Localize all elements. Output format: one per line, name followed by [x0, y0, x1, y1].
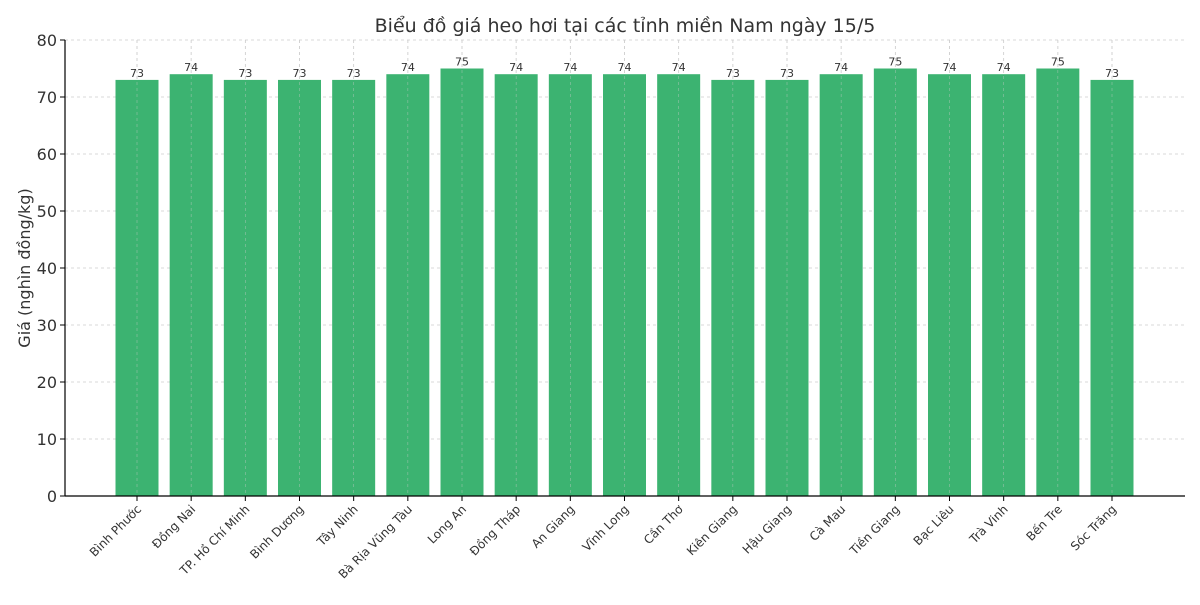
data-label: 75: [888, 56, 902, 69]
data-label: 73: [130, 67, 144, 80]
y-tick-label: 0: [47, 487, 57, 506]
x-tick-label: Đồng Tháp: [467, 502, 523, 558]
y-tick-label: 80: [37, 31, 57, 50]
chart-title: Biểu đồ giá heo hơi tại các tỉnh miền Na…: [375, 15, 876, 37]
x-tick-label: Tiền Giang: [846, 502, 902, 558]
y-tick-label: 70: [37, 88, 57, 107]
x-tick-label: Trà Vinh: [966, 502, 1011, 547]
data-label: 74: [401, 61, 415, 74]
y-axis-label: Giá (nghìn đồng/kg): [15, 188, 34, 347]
x-tick-label: Bến Tre: [1023, 502, 1064, 543]
y-tick-label: 40: [37, 259, 57, 278]
data-label: 73: [726, 67, 740, 80]
data-label: 74: [184, 61, 198, 74]
x-tick-label: Long An: [425, 502, 469, 546]
x-tick-label: Cần Thơ: [641, 502, 686, 547]
data-label: 74: [672, 61, 686, 74]
y-tick-label: 10: [37, 430, 57, 449]
data-label: 73: [780, 67, 794, 80]
data-label: 75: [455, 56, 469, 69]
data-label: 73: [293, 67, 307, 80]
data-label: 74: [834, 61, 848, 74]
x-tick-label: Đồng Nai: [149, 502, 198, 551]
x-tick-label: Cà Mau: [807, 502, 849, 544]
data-label: 74: [509, 61, 523, 74]
x-tick-label: Bình Dương: [247, 502, 306, 561]
data-label: 74: [943, 61, 957, 74]
y-tick-label: 30: [37, 316, 57, 335]
y-tick-label: 50: [37, 202, 57, 221]
x-tick-label: Sóc Trăng: [1068, 502, 1119, 553]
x-tick-label: Vĩnh Long: [580, 502, 632, 554]
data-label: 73: [238, 67, 252, 80]
x-tick-label: Tây Ninh: [314, 502, 361, 549]
data-label: 73: [1105, 67, 1119, 80]
y-tick-label: 60: [37, 145, 57, 164]
y-tick-label: 20: [37, 373, 57, 392]
data-label: 73: [347, 67, 361, 80]
x-tick-label: An Giang: [529, 502, 578, 551]
x-tick-label: Hậu Giang: [740, 502, 794, 556]
data-label: 74: [618, 61, 632, 74]
x-tick-label: Bình Phước: [87, 502, 144, 559]
data-label: 75: [1051, 56, 1065, 69]
x-tick-label: Kiên Giang: [684, 502, 740, 558]
data-label: 74: [563, 61, 577, 74]
data-label: 74: [997, 61, 1011, 74]
x-tick-label: Bạc Liêu: [911, 502, 957, 548]
